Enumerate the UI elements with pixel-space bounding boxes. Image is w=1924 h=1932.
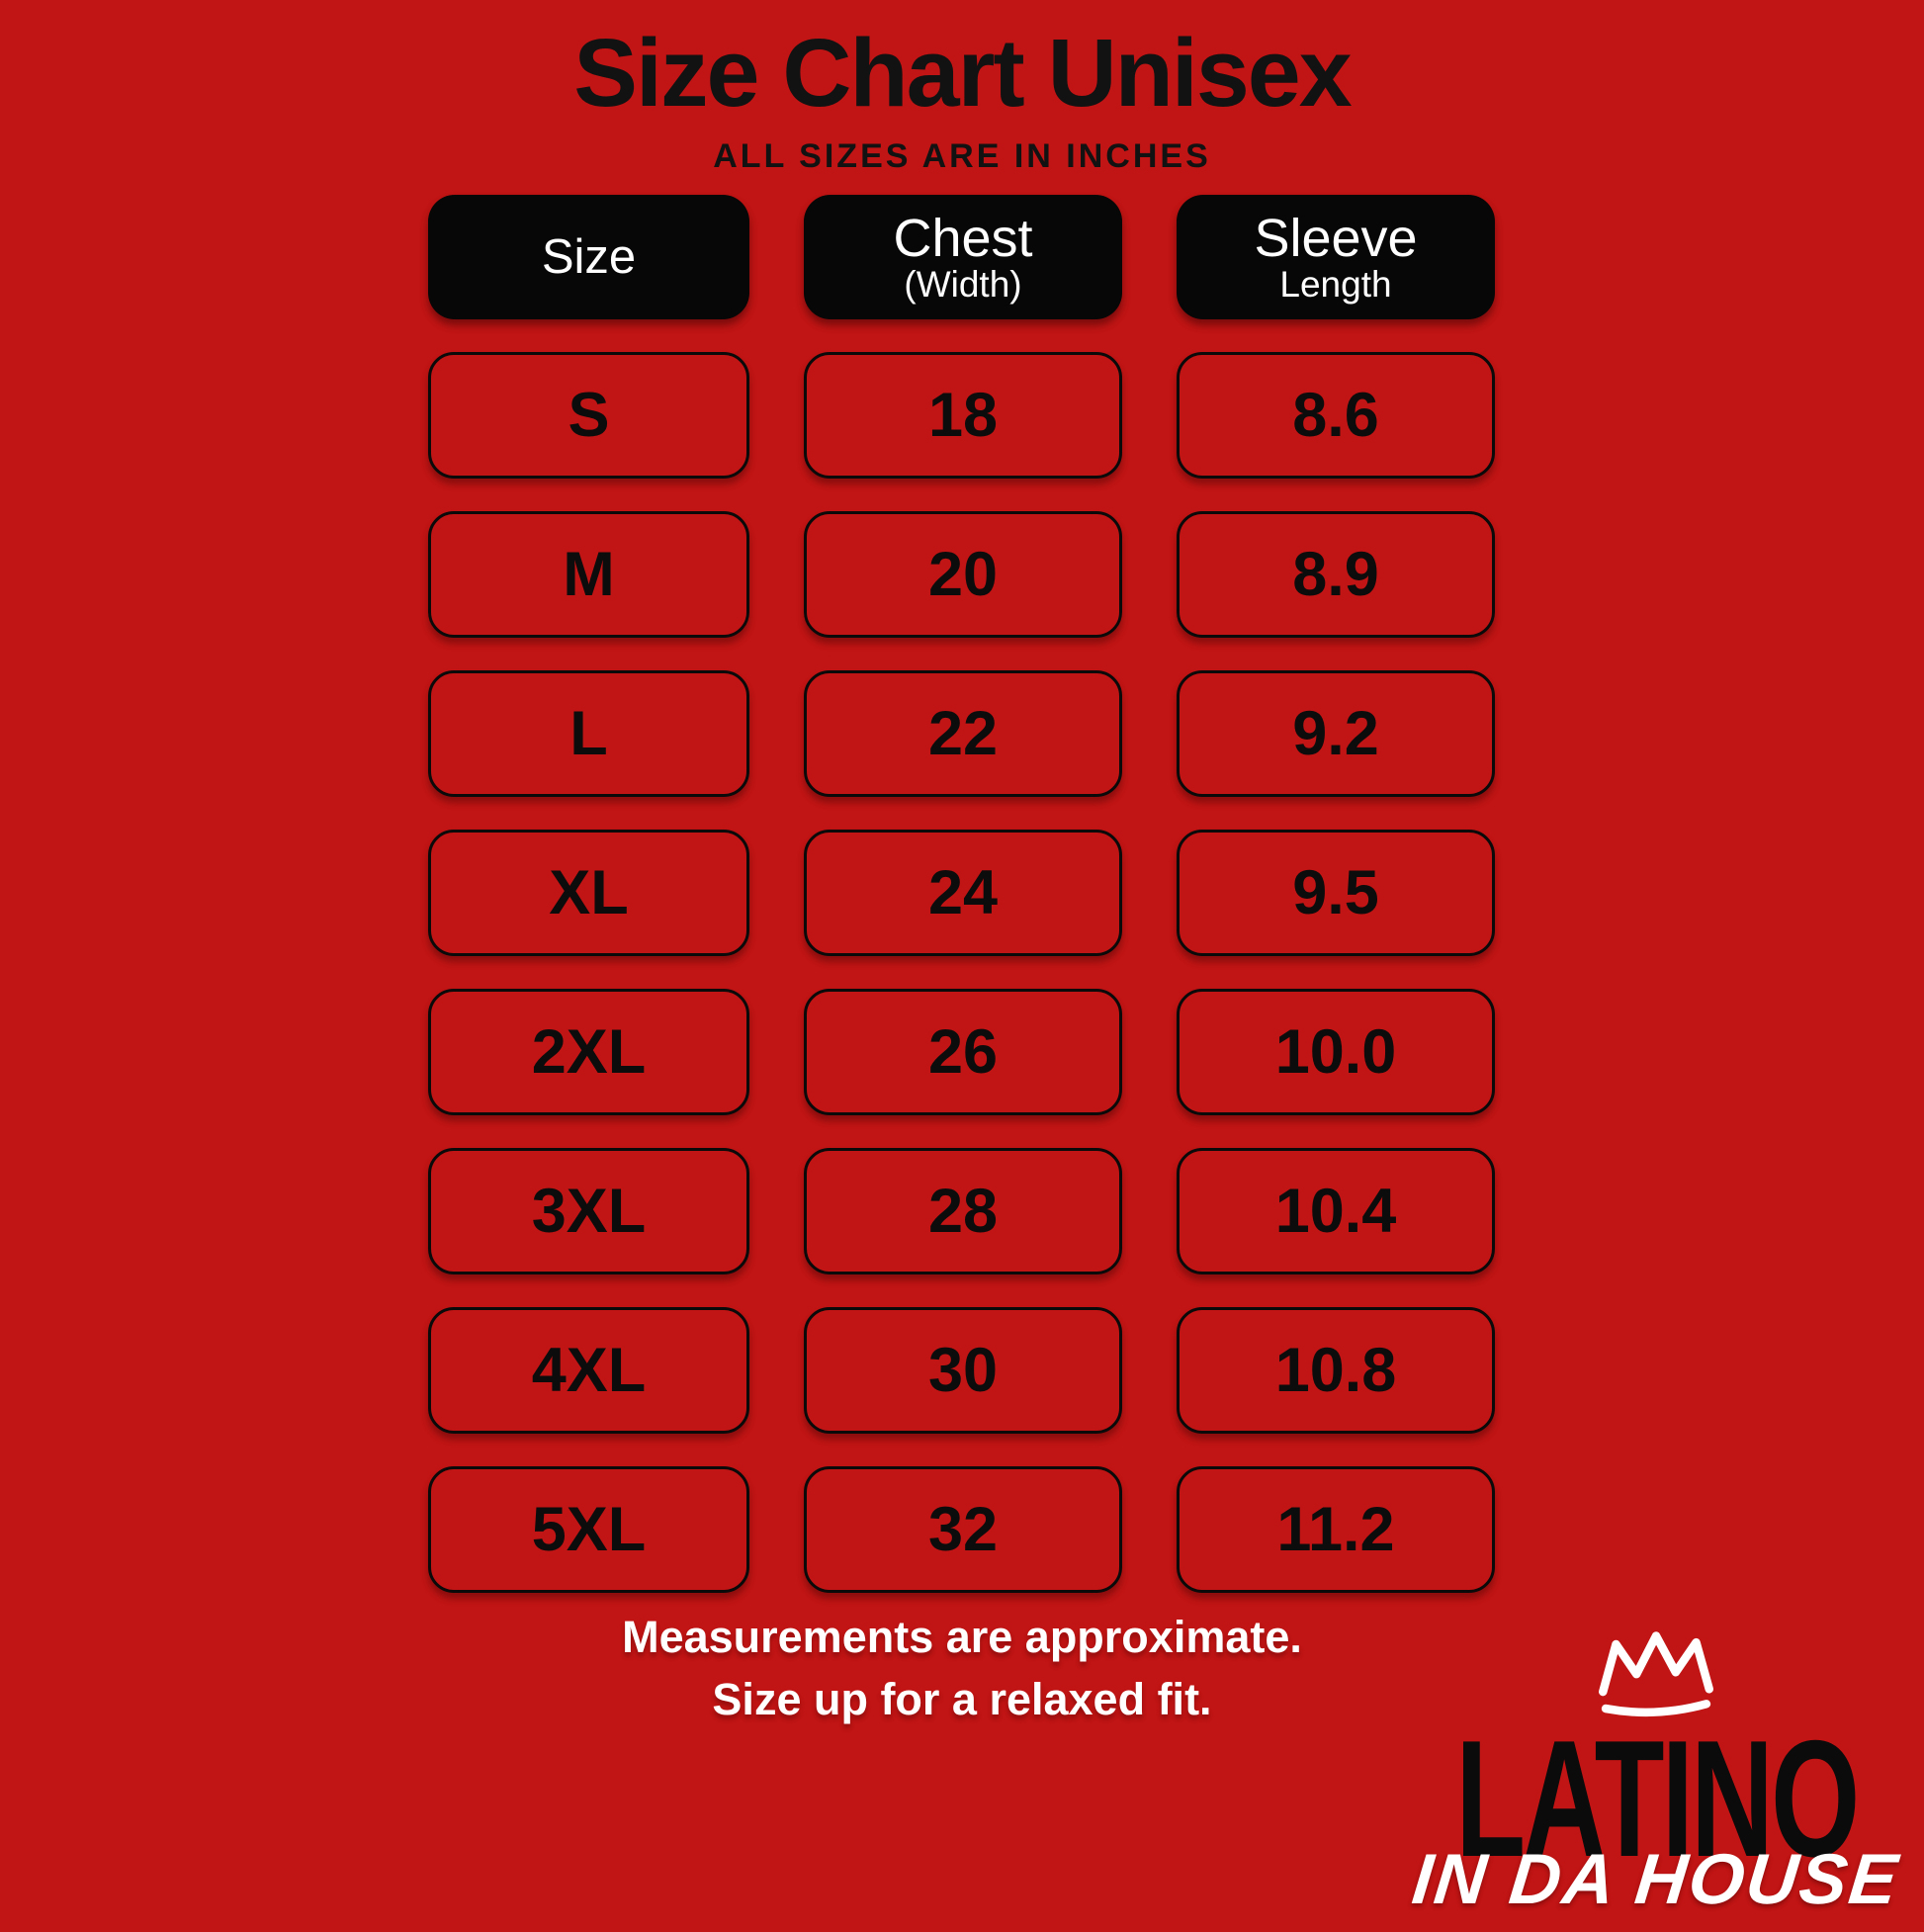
chest-cell: 32 (804, 1466, 1122, 1593)
footer-line-2: Size up for a relaxed fit. (712, 1674, 1212, 1724)
brand-name: LATINO (1454, 1706, 1860, 1892)
size-cell: S (428, 352, 749, 479)
size-cell: M (428, 511, 749, 638)
size-table: Size Chest (Width) Sleeve Length S 18 8.6 M… (428, 195, 1495, 1593)
brand-tagline: IN DA HOUSE (1409, 1840, 1903, 1919)
column-header-sleeve-sublabel: Length (1279, 263, 1392, 305)
sleeve-cell: 8.6 (1177, 352, 1495, 479)
column-header-size: Size (428, 195, 749, 319)
size-cell: 5XL (428, 1466, 749, 1593)
column-header-chest-label: Chest (893, 208, 1033, 268)
column-header-chest: Chest (Width) (804, 195, 1122, 319)
size-cell: 2XL (428, 989, 749, 1115)
column-header-sleeve-label: Sleeve (1254, 208, 1418, 268)
size-cell: XL (428, 830, 749, 956)
sleeve-cell: 11.2 (1177, 1466, 1495, 1593)
chest-cell: 26 (804, 989, 1122, 1115)
brand-logo: LATINO IN DA HOUSE (1394, 1629, 1918, 1920)
sleeve-cell: 8.9 (1177, 511, 1495, 638)
chest-cell: 18 (804, 352, 1122, 479)
chest-cell: 28 (804, 1148, 1122, 1274)
sleeve-cell: 10.8 (1177, 1307, 1495, 1434)
footer-line-1: Measurements are approximate. (622, 1612, 1302, 1662)
page-title: Size Chart Unisex (573, 19, 1352, 127)
footer-note: Measurements are approximate. Size up fo… (0, 1606, 1924, 1730)
crown-icon (1599, 1631, 1713, 1717)
chest-cell: 20 (804, 511, 1122, 638)
chest-cell: 24 (804, 830, 1122, 956)
size-cell: L (428, 670, 749, 797)
page-subtitle: ALL SIZES ARE IN INCHES (713, 137, 1211, 175)
size-cell: 4XL (428, 1307, 749, 1434)
sleeve-cell: 10.0 (1177, 989, 1495, 1115)
column-header-sleeve: Sleeve Length (1177, 195, 1495, 319)
chest-cell: 22 (804, 670, 1122, 797)
chest-cell: 30 (804, 1307, 1122, 1434)
sleeve-cell: 10.4 (1177, 1148, 1495, 1274)
sleeve-cell: 9.2 (1177, 670, 1495, 797)
size-cell: 3XL (428, 1148, 749, 1274)
column-header-chest-sublabel: (Width) (904, 263, 1022, 305)
sleeve-cell: 9.5 (1177, 830, 1495, 956)
column-header-size-label: Size (541, 229, 637, 284)
